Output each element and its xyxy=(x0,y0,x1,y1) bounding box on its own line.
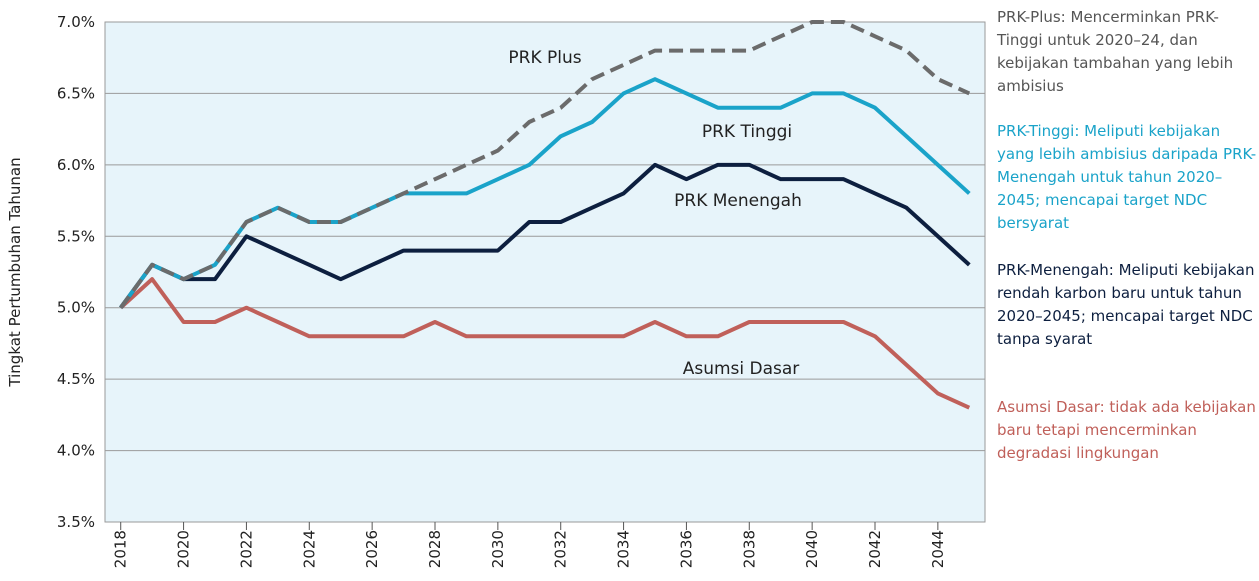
x-tick-label: 2036 xyxy=(677,530,695,568)
plot-area xyxy=(104,21,986,523)
x-tick-label: 2020 xyxy=(175,530,193,568)
x-tick-label: 2026 xyxy=(363,530,381,568)
annotation: Asumsi Dasar: tidak ada kebijakan baru t… xyxy=(997,398,1256,462)
x-tick-label: 2028 xyxy=(426,530,444,568)
x-tick-label: 2032 xyxy=(552,530,570,568)
series-line xyxy=(119,277,971,410)
x-tick-label: 2030 xyxy=(489,530,507,568)
y-tick-label: 6.5% xyxy=(57,84,95,102)
chart: Tingkat Pertumbuhan Tahunan 3.5% 4.0% 4.5%… xyxy=(6,13,986,568)
y-tick-label: 5.0% xyxy=(57,299,95,317)
x-tick-label: 2024 xyxy=(300,530,318,568)
y-tick-label: 5.5% xyxy=(57,227,95,245)
y-tick-label: 6.0% xyxy=(57,156,95,174)
series-label: PRK Plus xyxy=(508,48,581,68)
annotation: PRK-Menengah: Meliputi kebijakan rendah … xyxy=(997,261,1255,348)
y-axis-label: Tingkat Pertumbuhan Tahunan xyxy=(6,157,24,387)
series-label: PRK Menengah xyxy=(674,191,802,211)
x-tick-label: 2022 xyxy=(237,530,255,568)
x-tick-label: 2042 xyxy=(866,530,884,568)
series-line xyxy=(119,20,971,309)
series-line xyxy=(119,162,971,309)
y-tick-label: 7.0% xyxy=(57,13,95,31)
annotation: PRK-Tinggi: Meliputi kebijakan yang lebi… xyxy=(997,122,1257,232)
annotation: PRK-Plus: Mencerminkan PRK-Tinggi untuk … xyxy=(997,8,1234,95)
y-tick-label: 4.0% xyxy=(57,442,95,460)
series-label: Asumsi Dasar xyxy=(683,359,800,379)
series-label: PRK Tinggi xyxy=(702,122,792,142)
x-tick-label: 2034 xyxy=(615,530,633,568)
x-tick-label: 2044 xyxy=(929,530,947,568)
x-tick-label: 2040 xyxy=(803,530,821,568)
x-tick-label: 2038 xyxy=(740,530,758,568)
x-tick-label: 2018 xyxy=(112,530,130,568)
y-tick-label: 4.5% xyxy=(57,370,95,388)
y-tick-label: 3.5% xyxy=(57,513,95,531)
